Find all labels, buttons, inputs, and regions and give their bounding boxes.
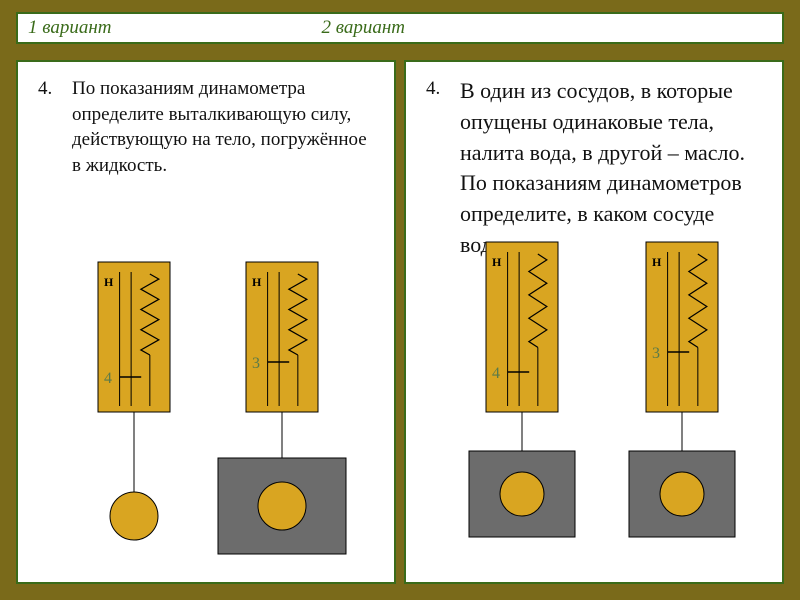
left-question-number: 4. [38,76,72,179]
svg-text:3: 3 [652,345,660,362]
variant-1-label: 1 вариант [28,17,112,39]
right-column: 4. В один из сосудов, в которые опущены … [404,60,784,584]
left-question-text: По показаниям динамометра определите выт… [72,76,374,179]
variant-2-label: 2 вариант [322,17,406,39]
right-diagram: Н4Н3 [406,232,786,582]
left-column: 4. По показаниям динамометра определите … [16,60,396,584]
svg-text:4: 4 [492,365,500,382]
svg-text:Н: Н [104,275,114,289]
header-box: 1 вариант 2 вариант [16,12,784,44]
right-question: 4. В один из сосудов, в которые опущены … [406,62,782,261]
right-question-number: 4. [426,76,460,261]
left-question: 4. По показаниям динамометра определите … [18,62,394,179]
left-diagram: Н 4 Н 3 [18,252,398,582]
svg-text:Н: Н [252,275,262,289]
svg-text:3: 3 [252,355,260,372]
right-question-text: В один из сосудов, в которые опущены оди… [460,76,762,261]
svg-text:4: 4 [104,370,112,387]
